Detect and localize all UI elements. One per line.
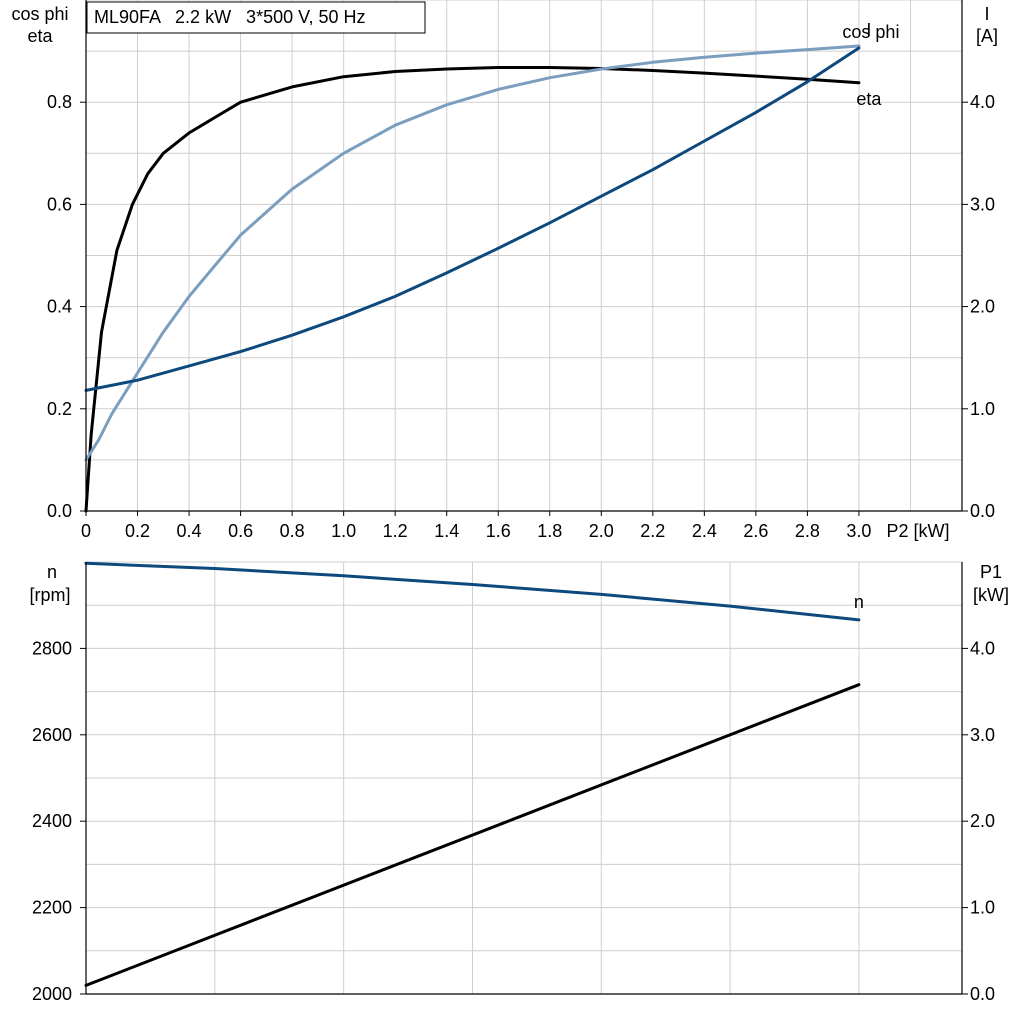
bottom-right-axis-label-p1: P1 [980, 562, 1002, 582]
x-tick-label: 0.6 [228, 521, 253, 541]
bottom-left-axis-label-n: n [47, 562, 57, 582]
left-tick-label: 2400 [32, 811, 72, 831]
right-tick-label: 4.0 [970, 92, 995, 112]
bottom-chart-grid [86, 561, 962, 994]
left-tick-label: 2200 [32, 898, 72, 918]
left-tick-label: 2600 [32, 725, 72, 745]
top-x-axis-label: P2 [kW] [886, 521, 949, 541]
right-tick-label: 0.0 [970, 501, 995, 521]
left-tick-label: 0.4 [47, 297, 72, 317]
x-tick-label: 2.4 [692, 521, 717, 541]
bottom-chart-series-labels: n [854, 592, 864, 612]
bottom-chart-tick-labels: 2000 2200 2400 2600 2800 0.0 1.0 2.0 3.0 4.0 [32, 638, 995, 1004]
right-tick-label: 3.0 [970, 725, 995, 745]
right-tick-label: 3.0 [970, 194, 995, 214]
series-label-n: n [854, 592, 864, 612]
left-tick-label: 0.8 [47, 92, 72, 112]
left-tick-label: 2000 [32, 984, 72, 1004]
x-tick-label: 1.0 [331, 521, 356, 541]
x-tick-label: 1.8 [537, 521, 562, 541]
top-chart-series [84, 44, 861, 513]
motor-caption-box [86, 1, 426, 34]
x-tick-label: 1.4 [434, 521, 459, 541]
bottom-chart-series [84, 561, 861, 987]
left-tick-label: 0.2 [47, 399, 72, 419]
top-left-axis-label-eta: eta [27, 26, 53, 46]
x-tick-label: 0.8 [280, 521, 305, 541]
x-tick-label: 2.0 [589, 521, 614, 541]
top-chart-tick-labels: 0.0 0.2 0.4 0.6 0.8 0.0 1.0 2.0 3.0 4.0 0 0.2 0.4 0.6… [47, 92, 995, 541]
series-label-eta: eta [856, 89, 882, 109]
x-tick-label: 0 [81, 521, 91, 541]
right-tick-label: 1.0 [970, 898, 995, 918]
top-left-axis-label-cosphi: cos phi [11, 4, 68, 24]
right-tick-label: 4.0 [970, 638, 995, 658]
top-chart-grid [86, 0, 963, 511]
x-tick-label: 0.2 [125, 521, 150, 541]
left-tick-label: 2800 [32, 638, 72, 658]
right-tick-label: 0.0 [970, 984, 995, 1004]
left-tick-label: 0.0 [47, 501, 72, 521]
bottom-right-axis-label-unit: [kW] [973, 585, 1009, 605]
series-line-n [84, 561, 861, 622]
right-tick-label: 2.0 [970, 811, 995, 831]
right-tick-label: 1.0 [970, 399, 995, 419]
series-line-eta [84, 66, 861, 513]
series-line-input-power [84, 683, 861, 987]
bottom-left-axis-label-unit: [rpm] [29, 585, 70, 605]
motor-caption-text: ML90FA 2.2 kW 3*500 V, 50 Hz [94, 7, 366, 27]
series-label-i: I [866, 20, 871, 40]
top-right-axis-label-unit: [A] [976, 26, 998, 46]
series-line-i [84, 46, 861, 392]
x-tick-label: 0.4 [177, 521, 202, 541]
x-tick-label: 2.8 [795, 521, 820, 541]
top-chart-efficiency-powerfactor-current: 0.0 0.2 0.4 0.6 0.8 0.0 1.0 2.0 3.0 4.0 0 0.2 0.4 0.6… [47, 0, 995, 541]
x-tick-label: 2.2 [640, 521, 665, 541]
x-tick-label: 3.0 [846, 521, 871, 541]
top-right-axis-label-i: I [984, 4, 989, 24]
top-chart-axes [80, 0, 968, 516]
x-tick-label: 1.2 [383, 521, 408, 541]
x-tick-label: 1.6 [486, 521, 511, 541]
left-tick-label: 0.6 [47, 194, 72, 214]
series-label-cos-phi: cos phi [842, 22, 899, 42]
right-tick-label: 2.0 [970, 297, 995, 317]
bottom-chart-axes [80, 562, 968, 995]
x-tick-label: 2.6 [743, 521, 768, 541]
series-line-cos-phi [84, 44, 861, 462]
bottom-chart-speed-input-power: 2000 2200 2400 2600 2800 0.0 1.0 2.0 3.0 4.0 n [32, 561, 995, 1004]
